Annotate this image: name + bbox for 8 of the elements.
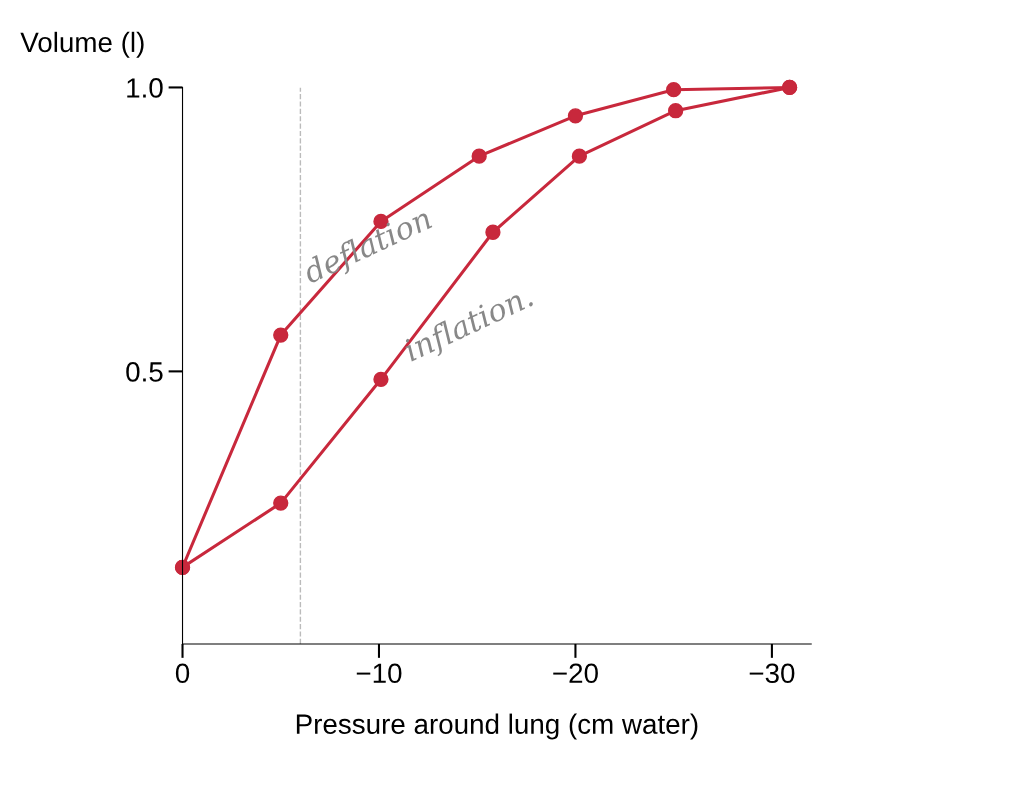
x-tick-label: −10 (356, 663, 402, 684)
y-tick-label: 1.0 (127, 78, 163, 98)
x-tick-label: −20 (553, 663, 598, 684)
x-axis-title: Pressure around lung (cm water) (296, 713, 698, 740)
y-axis-title: Volume (l) (20, 31, 144, 58)
x-tick-label: −30 (749, 663, 795, 684)
x-tick-label: 0 (175, 663, 190, 684)
y-tick-label: 0.5 (126, 362, 163, 382)
